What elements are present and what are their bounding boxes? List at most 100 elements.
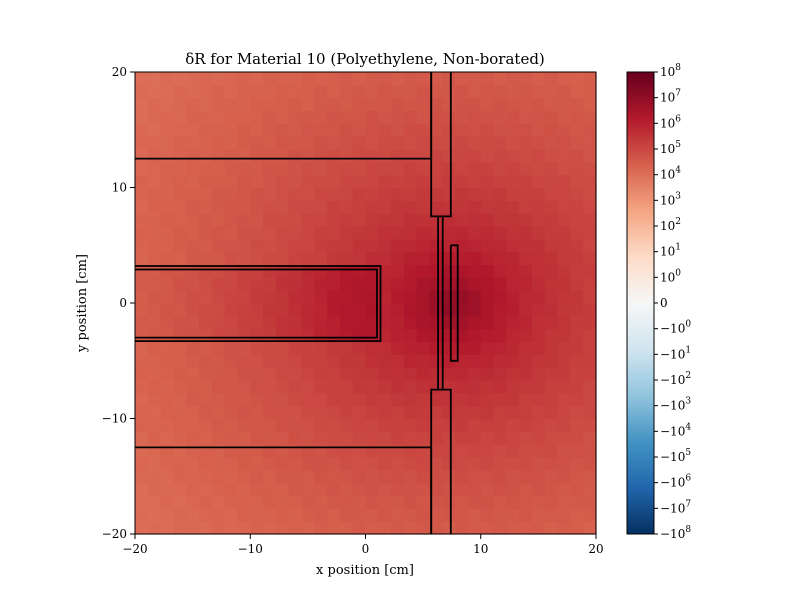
heatmap-cell <box>173 97 187 112</box>
heatmap-cell <box>467 392 482 407</box>
heatmap-cell <box>365 418 379 432</box>
heatmap-cell <box>365 521 379 535</box>
heatmap-cell <box>531 469 546 484</box>
heatmap-cell <box>199 123 213 137</box>
heatmap-cell <box>288 149 303 163</box>
heatmap-cell <box>352 161 367 176</box>
heatmap-cell <box>391 72 405 86</box>
heatmap-cell <box>314 367 328 381</box>
heatmap-cell <box>570 277 584 291</box>
heatmap-cell <box>493 110 507 124</box>
heatmap-cell <box>186 238 200 253</box>
heatmap-cell <box>583 72 597 86</box>
colorbar-ticks: 108 107 106 105 104 103 102 101 100 0 −100 −101 −102… <box>654 63 691 541</box>
heatmap-cell <box>160 341 175 355</box>
heatmap-cell <box>365 303 379 317</box>
heatmap-cell <box>147 110 162 124</box>
heatmap-cell <box>147 508 162 522</box>
heatmap-cell <box>186 264 200 278</box>
heatmap-cell <box>352 200 367 214</box>
heatmap-cell <box>480 110 495 124</box>
heatmap-cell <box>314 174 328 189</box>
heatmap-cell <box>186 277 200 291</box>
colorbar-tick-label: 100 <box>660 268 681 284</box>
heatmap-cell <box>288 341 303 355</box>
heatmap-cell <box>480 174 495 189</box>
heatmap-cell <box>314 238 328 253</box>
heatmap-cell <box>314 136 328 150</box>
heatmap-cell <box>378 431 392 445</box>
heatmap-cell <box>378 521 392 535</box>
heatmap-cell <box>186 482 200 497</box>
y-axis: −20 −10 0 10 20 <box>102 65 135 541</box>
heatmap-cell <box>250 341 264 355</box>
heatmap-cell <box>378 444 392 458</box>
heatmap-cell <box>570 418 584 432</box>
heatmap-cell <box>531 161 546 176</box>
heatmap-cell <box>506 367 520 381</box>
heatmap-cell <box>339 277 354 291</box>
heatmap-cell <box>173 444 187 458</box>
heatmap-cell <box>173 405 187 420</box>
heatmap-cell <box>186 149 200 163</box>
heatmap-cell <box>339 264 354 278</box>
heatmap-cell <box>237 264 251 278</box>
heatmap-cell <box>327 187 341 201</box>
heatmap-cell <box>288 136 303 150</box>
heatmap-cell <box>160 238 175 253</box>
heatmap-cell <box>416 495 431 509</box>
heatmap-cell <box>275 457 290 471</box>
heatmap-cell <box>429 303 443 317</box>
heatmap-cell <box>352 354 367 368</box>
heatmap-cell <box>314 97 328 112</box>
heatmap-cell <box>506 405 520 420</box>
heatmap-cell <box>173 251 187 266</box>
heatmap-cell <box>583 290 597 304</box>
heatmap-cell <box>531 380 546 394</box>
heatmap-cell <box>173 303 187 317</box>
heatmap-cell <box>301 495 315 509</box>
heatmap-cell <box>519 418 533 432</box>
heatmap-cell <box>160 200 175 214</box>
heatmap-cell <box>506 213 520 227</box>
heatmap-cell <box>391 405 405 420</box>
heatmap-cell <box>147 72 162 86</box>
heatmap-cell <box>442 123 456 137</box>
heatmap-cell <box>493 97 507 112</box>
heatmap-cell <box>160 444 175 458</box>
heatmap-cell <box>135 508 149 522</box>
heatmap-cell <box>506 431 520 445</box>
heatmap-cell <box>147 328 162 343</box>
heatmap-cell <box>173 457 187 471</box>
outline-rod-inner <box>135 268 378 339</box>
heatmap-cell <box>519 110 533 124</box>
heatmap-cell <box>352 315 367 330</box>
heatmap-cell <box>467 149 482 163</box>
heatmap-cell <box>314 149 328 163</box>
heatmap-cell <box>378 72 392 86</box>
heatmap-cell <box>583 431 597 445</box>
heatmap-cell <box>352 123 367 137</box>
heatmap-cell <box>583 97 597 112</box>
heatmap-cell <box>570 354 584 368</box>
heatmap-cell <box>339 380 354 394</box>
heatmap-cell <box>544 149 559 163</box>
heatmap-cell <box>557 457 571 471</box>
heatmap-cell <box>365 213 379 227</box>
heatmap-cell <box>199 354 213 368</box>
heatmap-cell <box>480 161 495 176</box>
heatmap-cell <box>416 72 431 86</box>
heatmap-cell <box>339 508 354 522</box>
heatmap-cell <box>339 97 354 112</box>
heatmap-cell <box>531 341 546 355</box>
heatmap-cell <box>467 97 482 112</box>
heatmap-cell <box>199 405 213 420</box>
heatmap-cell <box>467 187 482 201</box>
heatmap-cell <box>250 110 264 124</box>
heatmap-cell <box>455 123 469 137</box>
heatmap-cell <box>301 136 315 150</box>
heatmap-cell <box>378 380 392 394</box>
heatmap-cell <box>480 97 495 112</box>
heatmap-cell <box>288 97 303 112</box>
